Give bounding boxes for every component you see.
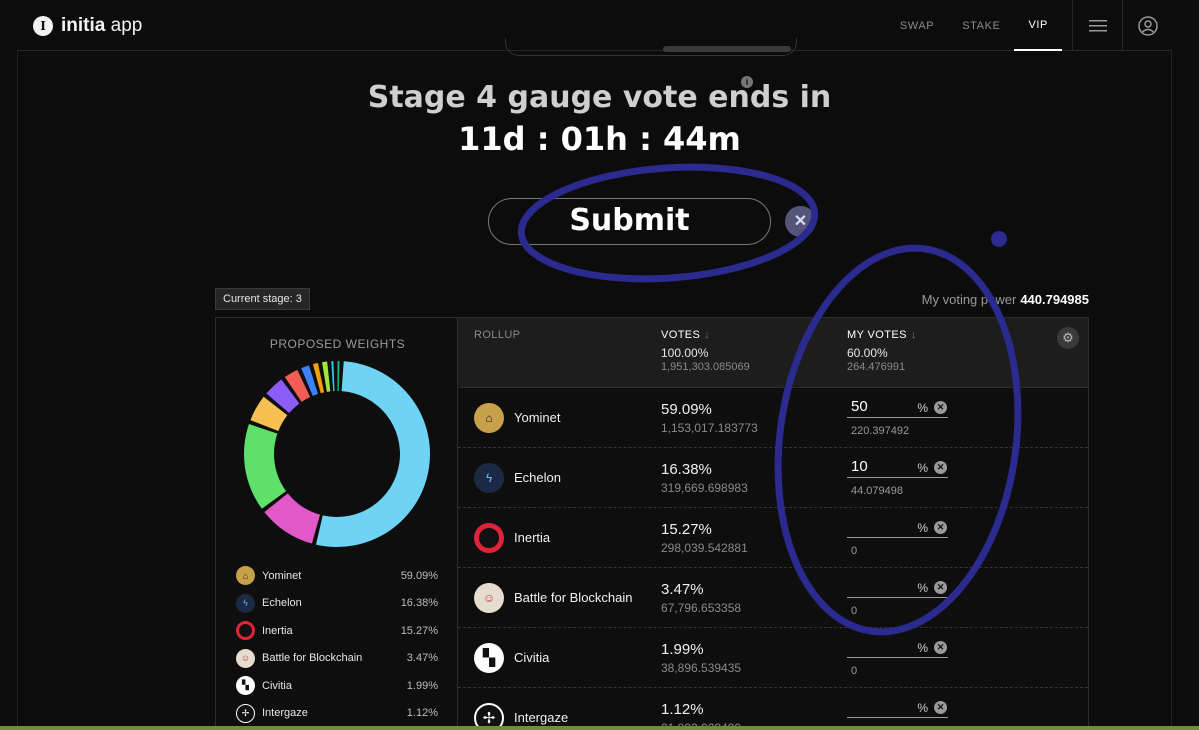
yominet-icon: ⌂ xyxy=(236,566,255,586)
battle-for-blockchain-icon: ☺ xyxy=(474,583,504,613)
table-row: ⌂ Yominet 59.09% 1,153,017.183773 50% ✕ 2… xyxy=(458,388,1088,448)
legend-item: ✢ Intergaze 1.12% xyxy=(236,700,438,728)
sort-arrow-icon[interactable]: ↓ xyxy=(910,329,917,341)
donut-slice xyxy=(312,362,325,394)
inertia-icon xyxy=(236,621,255,641)
clear-input-icon[interactable]: ✕ xyxy=(934,401,947,414)
column-votes[interactable]: VOTES ↓ 100.00% 1,951,303.085069 xyxy=(661,329,750,373)
main-nav: SWAP STAKE VIP xyxy=(886,0,1172,51)
inertia-icon xyxy=(474,523,504,553)
intergaze-icon: ✢ xyxy=(236,703,255,723)
nav-stake[interactable]: STAKE xyxy=(962,19,1001,32)
table-row: ϟ Echelon 16.38% 319,669.698983 10% ✕ 44.… xyxy=(458,448,1088,508)
table-header: ROLLUP VOTES ↓ 100.00% 1,951,303.085069 M… xyxy=(458,318,1088,388)
table-row: ✢ Intergaze 1.12% 21,893.028490 %✕ xyxy=(458,688,1088,730)
weights-donut-chart xyxy=(244,361,430,547)
legend-item: ☺ Battle for Blockchain 3.47% xyxy=(236,645,438,673)
battle-for-blockchain-icon: ☺ xyxy=(236,648,255,668)
nav-vip[interactable]: VIP xyxy=(1014,0,1062,51)
vote-input[interactable]: % ✕ xyxy=(847,580,948,598)
donut-slice xyxy=(284,369,311,402)
donut-slice xyxy=(331,361,335,392)
donut-slice xyxy=(322,361,331,392)
voting-power-value: 440.794985 xyxy=(1020,292,1089,307)
clear-input-icon[interactable]: ✕ xyxy=(934,641,947,654)
vote-input[interactable]: % ✕ xyxy=(847,640,948,658)
intergaze-icon: ✢ xyxy=(474,703,504,730)
account-button[interactable] xyxy=(1122,0,1172,51)
app-frame xyxy=(17,0,1172,730)
nav-swap[interactable]: SWAP xyxy=(899,19,935,32)
settings-gear-icon[interactable]: ⚙ xyxy=(1057,327,1079,349)
user-icon xyxy=(1137,15,1158,36)
column-my-votes[interactable]: MY VOTES ↓ 60.00% 264.476991 xyxy=(847,329,917,373)
menu-icon xyxy=(1088,19,1107,31)
column-rollup: ROLLUP xyxy=(474,329,521,341)
civitia-icon: ▚ xyxy=(236,676,255,696)
yominet-icon: ⌂ xyxy=(474,403,504,433)
echelon-icon: ϟ xyxy=(236,593,255,613)
donut-slice xyxy=(315,361,430,547)
initia-logo-icon: I xyxy=(33,16,53,36)
brand-logo[interactable]: I initia app xyxy=(33,15,142,37)
legend-item: Inertia 15.27% xyxy=(236,617,438,645)
voting-power: My voting power 440.794985 xyxy=(922,292,1089,307)
vote-input[interactable]: % ✕ xyxy=(847,520,948,538)
donut-slice xyxy=(266,379,300,414)
proposed-weights-panel: PROPOSED WEIGHTS ⌂ Yominet 59.09% ϟ Eche… xyxy=(215,317,458,730)
stage-switcher-knob[interactable] xyxy=(663,46,791,52)
clear-input-icon[interactable]: ✕ xyxy=(934,701,947,714)
menu-button[interactable] xyxy=(1072,0,1122,51)
clear-votes-button[interactable]: ✕ xyxy=(785,206,816,237)
vote-input[interactable]: 10% ✕ xyxy=(847,458,948,478)
table-row: ▚ Civitia 1.99% 38,896.539435 % ✕ 0 xyxy=(458,628,1088,688)
votes-table: ROLLUP VOTES ↓ 100.00% 1,951,303.085069 M… xyxy=(457,317,1089,730)
voting-power-label: My voting power xyxy=(921,292,1017,307)
info-icon[interactable]: i xyxy=(741,76,753,88)
table-row: ☺ Battle for Blockchain 3.47% 67,796.653… xyxy=(458,568,1088,628)
clear-input-icon[interactable]: ✕ xyxy=(934,461,947,474)
brand-name: initia app xyxy=(61,15,143,36)
donut-slice xyxy=(301,365,318,396)
civitia-icon: ▚ xyxy=(474,643,504,673)
donut-slice xyxy=(244,424,287,509)
countdown: 11d : 01h : 44m xyxy=(458,120,741,158)
legend-item: ⌂ Yominet 59.09% xyxy=(236,562,438,590)
stage-switcher[interactable] xyxy=(505,38,797,56)
weights-legend: ⌂ Yominet 59.09% ϟ Echelon 16.38% Inerti… xyxy=(236,562,438,727)
echelon-icon: ϟ xyxy=(474,463,504,493)
donut-slice xyxy=(250,396,288,432)
clear-input-icon[interactable]: ✕ xyxy=(934,581,947,594)
legend-item: ϟ Echelon 16.38% xyxy=(236,590,438,618)
donut-slice xyxy=(264,493,321,544)
donut-slice xyxy=(337,361,340,392)
current-stage-badge: Current stage: 3 xyxy=(215,288,310,310)
sort-arrow-icon[interactable]: ↓ xyxy=(704,329,711,341)
bottom-accent-bar xyxy=(0,726,1199,730)
stage-title: Stage 4 gauge vote ends in xyxy=(367,80,832,115)
clear-input-icon[interactable]: ✕ xyxy=(934,521,947,534)
vote-input[interactable]: % ✕ xyxy=(847,700,948,718)
proposed-weights-title: PROPOSED WEIGHTS xyxy=(269,337,406,351)
top-nav-bar: I initia app SWAP STAKE VIP xyxy=(17,0,1172,51)
vote-input[interactable]: 50% ✕ xyxy=(847,398,948,418)
legend-item: ▚ Civitia 1.99% xyxy=(236,672,438,700)
table-row: Inertia 15.27% 298,039.542881 % ✕ 0 xyxy=(458,508,1088,568)
submit-button[interactable]: Submit xyxy=(488,198,771,245)
